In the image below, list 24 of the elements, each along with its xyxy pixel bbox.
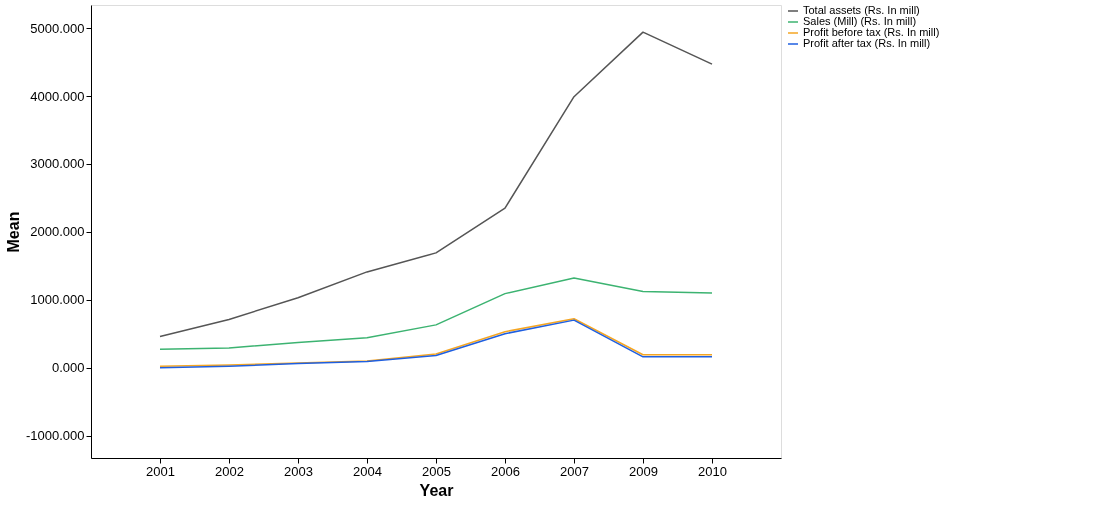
y-axis-title: Mean (4, 211, 22, 253)
y-tick-label: 5000.000 (30, 20, 85, 36)
legend-label: Profit after tax (Rs. In mill) (803, 37, 931, 49)
legend-label: Profit before tax (Rs. In mill) (803, 26, 940, 38)
x-tick-label: 2003 (284, 463, 313, 479)
x-tick-label: 2006 (491, 463, 520, 479)
x-tick-label: 2009 (629, 463, 658, 479)
x-tick-label: 2001 (146, 463, 175, 479)
y-tick-label: 1000.000 (30, 292, 85, 308)
y-tick-label: 0.000 (51, 360, 85, 376)
x-tick-label: 2005 (422, 463, 451, 479)
x-tick-label: 2010 (698, 463, 727, 479)
x-tick-label: 2002 (215, 463, 244, 479)
legend-label: Sales (Mill) (Rs. In mill) (803, 15, 917, 27)
x-axis-title: Year (419, 481, 454, 499)
y-tick-label: 3000.000 (30, 156, 85, 172)
x-tick-label: 2004 (353, 463, 382, 479)
x-tick-label: 2007 (560, 463, 589, 479)
y-tick-label: 4000.000 (30, 88, 85, 104)
line-series (159, 31, 713, 338)
legend-label: Total assets (Rs. In mill) (803, 4, 920, 16)
line-series (159, 277, 713, 351)
y-tick-label: 2000.000 (30, 224, 85, 240)
y-tick-label: -1000.000 (25, 428, 85, 444)
